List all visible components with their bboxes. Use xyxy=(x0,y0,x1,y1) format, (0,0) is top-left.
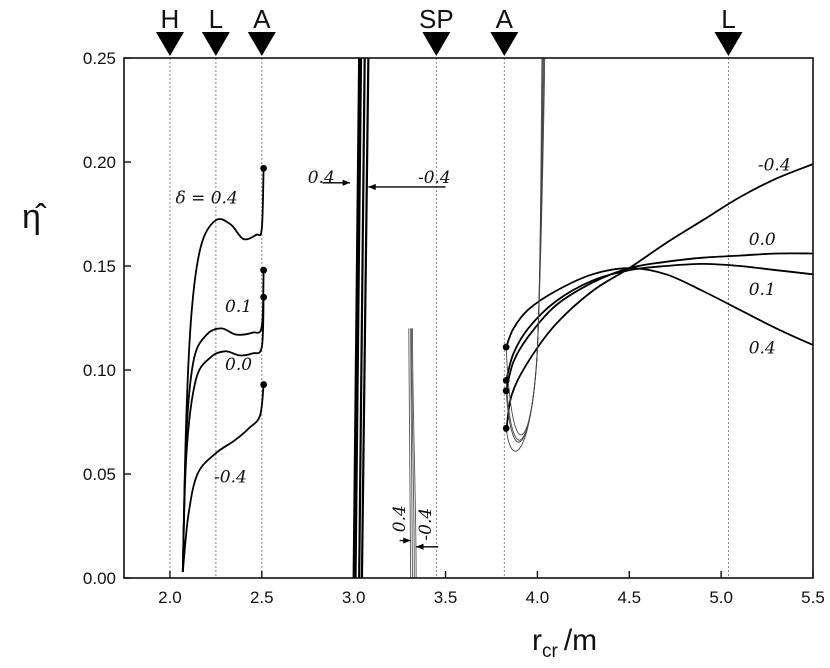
left-series-label-1: 0.1 xyxy=(225,297,252,317)
center-branch-3 xyxy=(360,57,370,579)
x-tick-label-7: 5.5 xyxy=(801,588,825,607)
x-axis-label-main: r xyxy=(532,624,542,657)
annotation-5: 0.0 xyxy=(749,230,776,250)
annotation-2: 0.4 xyxy=(390,505,410,532)
endpoint-6 xyxy=(502,387,510,395)
left-curve-3 xyxy=(181,384,265,572)
endpoint-3 xyxy=(260,381,268,388)
endpoint-group xyxy=(260,164,510,432)
arrow-sp-0.4-head xyxy=(403,537,411,544)
left-curve-2 xyxy=(181,297,265,572)
left-series-label-3: -0.4 xyxy=(214,467,247,487)
center-branch-1 xyxy=(354,57,363,579)
y-tick-label-1: 0.05 xyxy=(83,465,116,484)
marker-triangle-2 xyxy=(247,32,276,56)
x-tick-label-1: 2.5 xyxy=(250,588,274,607)
center-branch-2 xyxy=(358,57,366,579)
plot-frame xyxy=(123,57,814,579)
thin-curve-group xyxy=(352,57,546,579)
annotation-1: -0.4 xyxy=(418,168,451,188)
right-curve-3 xyxy=(505,267,814,348)
sp-branch-0 xyxy=(408,328,412,579)
arrow-right-neg0.4-head xyxy=(368,183,376,191)
endpoint-4 xyxy=(502,343,510,351)
x-axis-label: rcr/m xyxy=(532,624,597,662)
left-curve-0 xyxy=(181,168,265,572)
loop-curve-2 xyxy=(505,57,545,441)
sp-branch-2 xyxy=(411,328,415,579)
endpoint-1 xyxy=(260,266,268,274)
y-axis-label: η̂ xyxy=(22,198,47,236)
y-tick-label-4: 0.20 xyxy=(83,153,116,172)
annotation-4: -0.4 xyxy=(758,155,791,175)
y-tick-label-0: 0.00 xyxy=(83,569,116,588)
x-tick-label-3: 3.5 xyxy=(434,588,458,607)
x-tick-label-4: 4.0 xyxy=(526,588,550,607)
annotation-group: δ = 0.4 0.1 0.0 -0.4 0.4 -0.4 0.4 -0.4 -0.4 0.0 0.… xyxy=(175,155,791,550)
y-tick-label-2: 0.10 xyxy=(83,361,116,380)
marker-triangle-1 xyxy=(201,32,230,56)
loop-curve-3 xyxy=(505,57,546,436)
annotation-3: -0.4 xyxy=(416,508,436,541)
marker-triangle-0 xyxy=(155,32,184,56)
annotation-7: 0.4 xyxy=(749,338,776,358)
annotation-6: 0.1 xyxy=(749,280,776,300)
marker-triangle-3 xyxy=(422,32,451,56)
marker-triangle-4 xyxy=(490,32,519,56)
marker-label-2: A xyxy=(253,4,271,34)
tick-group: 2.0 2.5 3.0 3.5 4.0 4.5 5.0 5.5 0.00 0.05 0.10 0.15… xyxy=(83,49,825,607)
endpoint-2 xyxy=(260,293,268,301)
vertical-marker-group: H L A SP A L xyxy=(155,4,743,578)
left-series-label-2: 0.0 xyxy=(225,355,252,375)
marker-label-3: SP xyxy=(419,4,454,34)
x-tick-label-6: 5.0 xyxy=(709,588,733,607)
y-tick-label-5: 0.25 xyxy=(83,49,116,68)
endpoint-0 xyxy=(260,164,268,172)
y-tick-label-3: 0.15 xyxy=(83,257,116,276)
sp-branch-1 xyxy=(410,328,413,579)
sp-branch-3 xyxy=(412,328,417,579)
left-curve-1 xyxy=(181,270,265,572)
marker-label-1: L xyxy=(209,4,223,34)
annotation-0: 0.4 xyxy=(308,168,335,188)
x-tick-label-2: 3.0 xyxy=(342,588,366,607)
left-series-label-0: δ = 0.4 xyxy=(175,189,237,209)
marker-label-0: H xyxy=(161,4,180,34)
marker-label-5: L xyxy=(721,4,735,34)
curve-group xyxy=(181,163,814,572)
loop-curve-1 xyxy=(505,57,544,443)
x-tick-label-5: 4.5 xyxy=(617,588,641,607)
x-axis-label-suffix: /m xyxy=(564,624,597,657)
arrow-sp-neg0.4-head xyxy=(416,543,424,550)
right-curve-1 xyxy=(505,252,814,392)
endpoint-5 xyxy=(502,377,510,384)
marker-triangle-5 xyxy=(714,32,743,56)
arrow-left-0.4-head xyxy=(342,179,350,186)
x-axis-label-sub: cr xyxy=(542,641,559,662)
center-branch-0 xyxy=(352,57,361,579)
right-curve-2 xyxy=(505,262,814,381)
marker-label-4: A xyxy=(496,4,514,34)
x-tick-label-0: 2.0 xyxy=(158,588,182,607)
loop-curve-0 xyxy=(505,57,543,452)
endpoint-7 xyxy=(502,424,510,432)
